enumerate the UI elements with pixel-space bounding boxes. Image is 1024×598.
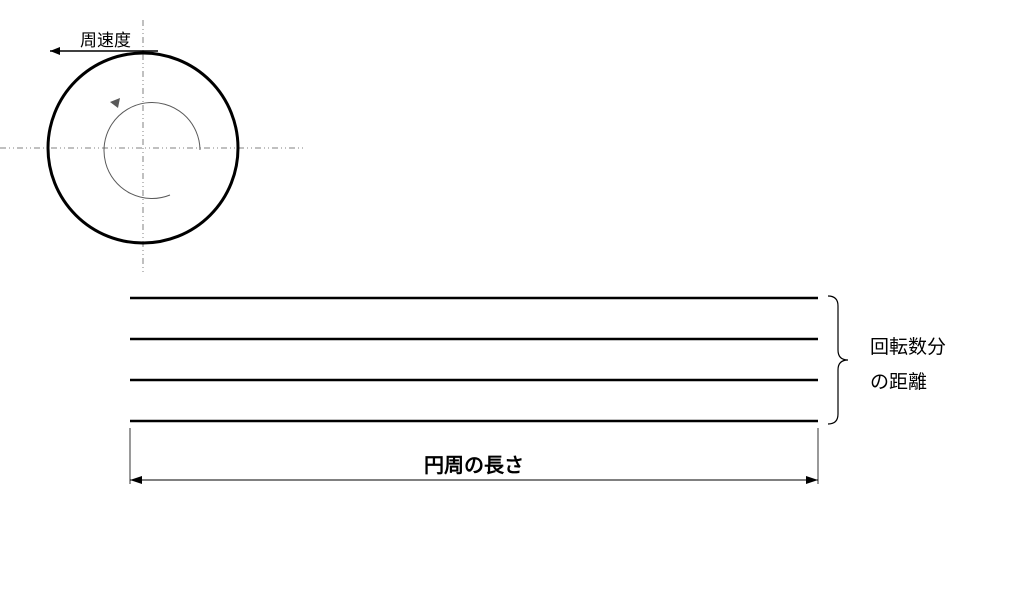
rotation-arc [104, 103, 200, 199]
speed-arrow-head [50, 47, 60, 55]
label-rotation-distance-2: の距離 [870, 367, 927, 394]
label-circumference: 円周の長さ [424, 449, 524, 478]
rotation-arc-head [110, 98, 120, 108]
dimension-arrow-right [806, 476, 818, 484]
label-peripheral-speed: 周速度 [80, 26, 131, 51]
right-brace [828, 296, 848, 424]
diagram-container: 周速度 回転数分 の距離 円周の長さ [0, 0, 1024, 598]
label-rotation-distance-1: 回転数分 [870, 332, 946, 359]
diagram-svg [0, 0, 1024, 598]
dimension-arrow-left [130, 476, 142, 484]
